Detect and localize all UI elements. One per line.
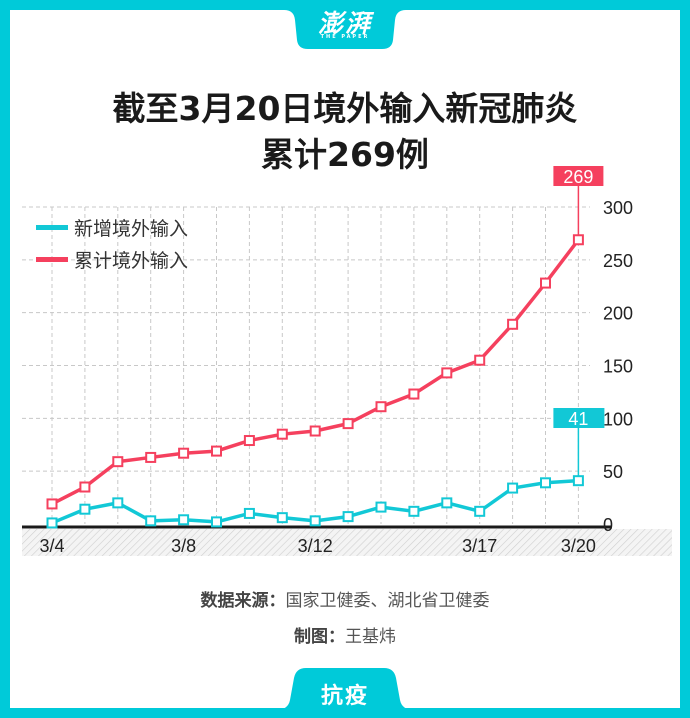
x-axis-band: [22, 529, 672, 556]
legend-swatch-cumulative: [36, 256, 68, 262]
callout-box-cumulative: [553, 166, 604, 186]
data-point-marker: [441, 497, 453, 509]
data-point-marker: [145, 451, 157, 463]
data-source: 数据来源：国家卫健委、湖北省卫健委: [0, 586, 690, 611]
chart-series: [46, 234, 584, 529]
source-label: 数据来源：: [200, 591, 286, 611]
x-tick-label: 3/17: [462, 536, 497, 556]
data-point-marker: [375, 401, 387, 413]
brand-tab: 澎湃 THE PAPER: [284, 0, 406, 49]
callout-label-cumulative: 269: [563, 167, 593, 187]
topic-tag: 抗疫: [320, 684, 369, 709]
data-point-marker: [408, 505, 420, 517]
legend-item-cumulative: 累计境外输入: [36, 243, 188, 275]
y-tick-label: 150: [603, 357, 633, 377]
x-tick-label: 3/20: [561, 536, 596, 556]
y-tick-label: 250: [603, 251, 633, 271]
y-axis-ticks: 0 50 100 150 200 250 300: [603, 198, 633, 535]
credit-label: 制图：: [294, 627, 345, 647]
chart-annotations: 269 41: [553, 166, 605, 476]
grid-lines: [22, 206, 590, 524]
brand-subtitle: THE PAPER: [320, 34, 370, 40]
chart-title-line2: 累计269例: [261, 135, 429, 174]
data-point-marker: [79, 481, 91, 493]
data-point-marker: [309, 515, 321, 527]
data-point-marker: [211, 516, 222, 528]
y-tick-label: 100: [603, 409, 633, 429]
chart-credit: 制图：王基炜: [0, 622, 690, 647]
data-point-marker: [112, 497, 124, 509]
y-tick-label: 300: [603, 198, 633, 218]
credit-value: 王基炜: [345, 627, 396, 647]
callout-box-new: [553, 408, 605, 428]
y-tick-label: 200: [603, 304, 633, 324]
data-point-marker: [375, 501, 387, 513]
legend-swatch-new: [36, 224, 68, 230]
data-point-marker: [540, 477, 551, 489]
y-tick-label: 0: [603, 515, 613, 535]
topic-tab: 抗疫: [276, 668, 414, 718]
data-point-marker: [342, 511, 354, 523]
legend-label-new: 新增境外输入: [74, 217, 189, 240]
data-point-marker: [178, 514, 190, 526]
data-point-marker: [112, 456, 124, 468]
legend-label-cumulative: 累计境外输入: [74, 249, 189, 272]
data-point-marker: [342, 418, 354, 430]
brand-logo: 澎湃: [317, 9, 372, 38]
y-tick-label: 50: [603, 462, 623, 482]
x-tick-label: 3/12: [298, 536, 333, 556]
data-point-marker: [276, 428, 288, 440]
data-point-marker: [507, 482, 519, 494]
topic-tab-shape: [276, 668, 414, 718]
data-point-marker: [474, 354, 486, 366]
data-point-marker: [211, 445, 222, 457]
data-point-marker: [572, 234, 584, 246]
x-tick-label: 3/4: [39, 536, 64, 556]
data-point-marker: [145, 515, 157, 527]
legend-item-new: 新增境外输入: [36, 211, 188, 243]
x-tick-label: 3/8: [171, 536, 196, 556]
data-point-marker: [572, 475, 584, 487]
callout-label-new: 41: [568, 409, 588, 429]
data-point-marker: [540, 277, 551, 289]
data-point-marker: [441, 367, 453, 379]
data-point-marker: [243, 435, 255, 447]
data-point-marker: [243, 507, 255, 519]
chart-legend: 新增境外输入 累计境外输入: [36, 211, 188, 275]
chart-title-line1: 截至3月20日境外输入新冠肺炎: [112, 89, 578, 128]
data-point-marker: [309, 425, 321, 437]
data-point-marker: [507, 318, 519, 330]
data-point-marker: [408, 388, 420, 400]
data-point-marker: [276, 512, 288, 524]
data-point-marker: [474, 505, 486, 517]
data-point-marker: [46, 498, 58, 510]
data-point-marker: [46, 517, 58, 529]
source-value: 国家卫健委、湖北省卫健委: [285, 591, 490, 611]
data-point-marker: [178, 447, 190, 459]
data-point-marker: [79, 503, 91, 515]
brand-tab-shape: [284, 0, 406, 49]
x-axis-ticks: 3/4 3/8 3/12 3/17 3/20: [39, 536, 595, 556]
infographic-card: [10, 10, 680, 708]
